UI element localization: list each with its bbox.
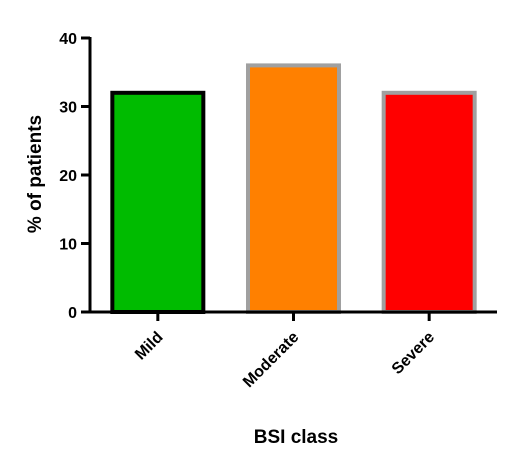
bar-severe: [381, 90, 477, 314]
x-tick-label-mild: Mild: [132, 329, 167, 364]
x-tick-label-moderate: Moderate: [240, 329, 302, 391]
x-axis-ticks: Mild Moderate Severe: [132, 312, 438, 391]
y-axis-title: % of patients: [25, 115, 46, 233]
x-axis-title: BSI class: [254, 427, 339, 448]
y-tick-label: 30: [59, 100, 77, 117]
bar-moderate: [246, 63, 341, 315]
y-tick-label: 40: [59, 31, 77, 48]
y-tick-label: 10: [59, 237, 77, 254]
y-tick-label: 0: [68, 305, 77, 322]
y-tick-label: 20: [59, 168, 77, 185]
bars: [110, 63, 477, 315]
x-tick-label-severe: Severe: [389, 329, 438, 378]
bar-mild: [110, 90, 206, 314]
y-axis-ticks: 0 10 20 30 40: [59, 31, 90, 322]
